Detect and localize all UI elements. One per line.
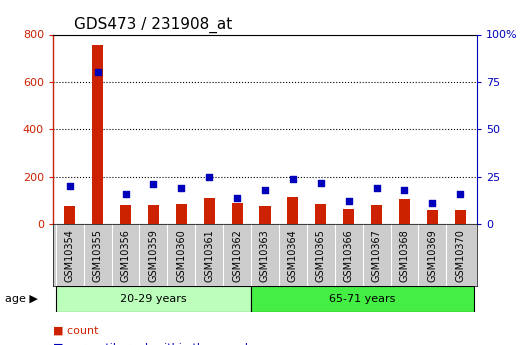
Bar	[259, 206, 271, 224]
Point	[177, 186, 186, 191]
Bar	[399, 199, 410, 224]
Text: GSM10355: GSM10355	[93, 229, 103, 282]
Point	[93, 70, 102, 75]
Bar	[64, 206, 75, 224]
Point	[261, 187, 269, 193]
Bar	[56, 286, 251, 312]
Point	[66, 184, 74, 189]
Bar	[148, 205, 159, 224]
Text: GSM10368: GSM10368	[400, 229, 410, 282]
Bar	[287, 197, 298, 224]
Point	[316, 180, 325, 185]
Bar	[455, 210, 466, 224]
Text: GSM10359: GSM10359	[148, 229, 158, 282]
Point	[149, 182, 157, 187]
Text: GSM10354: GSM10354	[65, 229, 75, 282]
Text: GSM10365: GSM10365	[316, 229, 326, 282]
Point	[233, 195, 241, 200]
Bar	[176, 204, 187, 224]
Text: GDS473 / 231908_at: GDS473 / 231908_at	[74, 17, 233, 33]
Point	[428, 201, 437, 206]
Point	[456, 191, 464, 197]
Bar	[315, 204, 326, 224]
Text: GSM10362: GSM10362	[232, 229, 242, 282]
Point	[400, 187, 409, 193]
Text: GSM10361: GSM10361	[204, 229, 214, 282]
Text: 65-71 years: 65-71 years	[330, 294, 396, 304]
Text: GSM10370: GSM10370	[455, 229, 465, 282]
Point	[344, 199, 353, 204]
Text: age ▶: age ▶	[5, 294, 38, 304]
Text: GSM10369: GSM10369	[427, 229, 437, 282]
Point	[121, 191, 130, 197]
Bar	[232, 203, 243, 224]
Text: GSM10364: GSM10364	[288, 229, 298, 282]
Text: GSM10367: GSM10367	[372, 229, 382, 282]
Bar	[120, 205, 131, 224]
Text: GSM10366: GSM10366	[343, 229, 354, 282]
Text: GSM10363: GSM10363	[260, 229, 270, 282]
Text: GSM10356: GSM10356	[120, 229, 130, 282]
Point	[373, 186, 381, 191]
Bar	[343, 209, 354, 224]
Bar	[251, 286, 474, 312]
Bar	[427, 210, 438, 224]
Text: GSM10360: GSM10360	[176, 229, 187, 282]
Bar	[204, 198, 215, 224]
Point	[289, 176, 297, 181]
Text: ■ count: ■ count	[53, 326, 99, 336]
Point	[205, 174, 214, 179]
Text: ■ percentile rank within the sample: ■ percentile rank within the sample	[53, 343, 255, 345]
Text: 20-29 years: 20-29 years	[120, 294, 187, 304]
Bar	[92, 45, 103, 224]
Bar	[371, 205, 382, 224]
